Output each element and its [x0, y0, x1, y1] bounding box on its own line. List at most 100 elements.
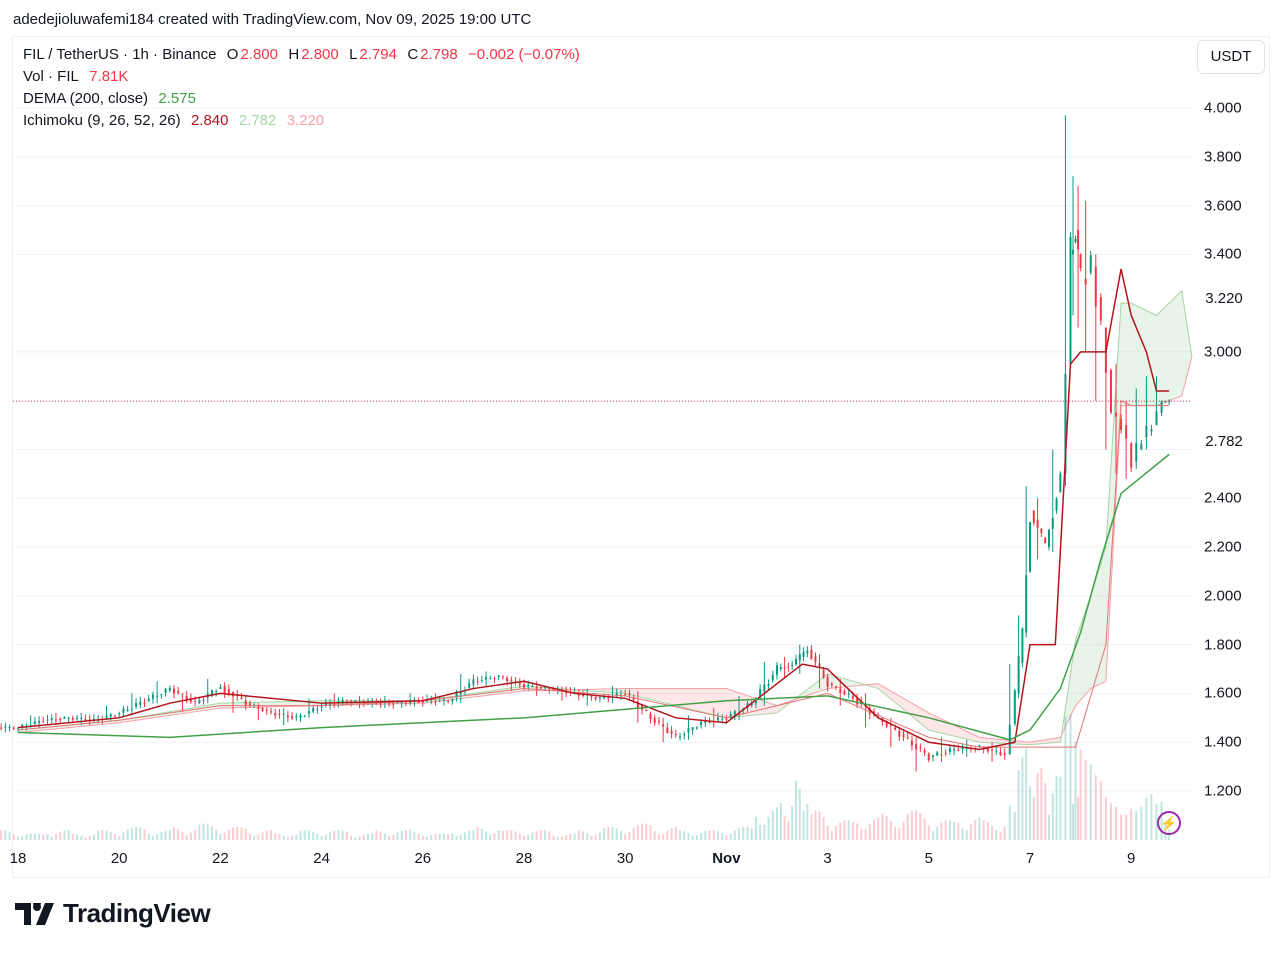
volume-bar	[615, 828, 618, 840]
ichimoku-cloud-segment	[1126, 303, 1132, 406]
symbol-legend[interactable]: FIL / TetherUS · 1h · Binance O 2.800 H 2.…	[23, 46, 582, 63]
ichimoku-cloud-segment	[903, 698, 909, 714]
volume-bar	[350, 835, 353, 840]
ichimoku-cloud-segment	[1141, 308, 1147, 406]
candle-body	[396, 702, 399, 704]
volume-bar	[459, 834, 462, 840]
candle-body	[687, 727, 690, 733]
ichimoku-cloud-segment	[696, 688, 702, 712]
candle-body	[130, 708, 133, 710]
volume-bar	[143, 829, 146, 840]
candle-body	[802, 651, 805, 657]
candle-body	[754, 700, 757, 704]
candle-body	[957, 749, 960, 751]
candle-body	[4, 726, 7, 728]
candle-body	[329, 703, 332, 705]
ichimoku-cloud-segment	[265, 701, 271, 707]
candle-body	[923, 750, 926, 753]
volume-bar	[940, 822, 943, 840]
candle-body	[63, 716, 66, 719]
ichimoku-legend[interactable]: Ichimoku (9, 26, 52, 26) 2.840 2.782 3.2…	[23, 112, 326, 129]
dema-legend[interactable]: DEMA (200, close) 2.575	[23, 90, 198, 107]
candle-body	[679, 736, 682, 738]
candle-body	[948, 748, 951, 752]
volume-bar	[806, 804, 809, 840]
candle-body	[451, 698, 454, 701]
volume-bar	[982, 820, 985, 840]
volume-legend[interactable]: Vol · FIL 7.81K	[23, 68, 130, 85]
candle-body	[721, 718, 724, 720]
candle-body	[1003, 753, 1006, 755]
ichimoku-cloud-segment	[984, 737, 990, 743]
candle-body	[518, 682, 521, 686]
y-tick-label: 1.200	[1204, 782, 1242, 800]
bar-countdown: 59:45	[1205, 410, 1243, 427]
volume-bar	[565, 835, 568, 840]
volume-bar	[291, 836, 294, 840]
tradingview-logo[interactable]: TradingView	[15, 898, 211, 929]
volume-bar	[729, 833, 732, 840]
candle-body	[223, 686, 226, 694]
ichimoku-cloud-segment	[1116, 303, 1122, 498]
y-tick-label: 3.600	[1204, 197, 1242, 215]
volume-bar	[961, 828, 964, 840]
candle-body	[219, 686, 222, 689]
candle-body	[375, 703, 378, 705]
volume-bar	[248, 833, 251, 840]
candle-body	[787, 666, 790, 668]
ichimoku-cloud-segment	[716, 688, 722, 717]
candle-body	[615, 693, 618, 696]
x-tick-label: 18	[9, 850, 27, 867]
volume-bar	[126, 829, 129, 840]
volume-bar	[776, 807, 778, 840]
candle-body	[320, 706, 323, 708]
candle-body	[1150, 429, 1153, 432]
x-tick-label: 3	[823, 850, 832, 867]
ichimoku-cloud-segment	[989, 738, 995, 743]
volume-bar	[674, 826, 677, 840]
candle-body	[798, 654, 801, 661]
candle-body	[628, 693, 631, 696]
volume-bar	[417, 833, 420, 840]
ichimoku-cloud-segment	[802, 689, 808, 698]
volume-bar	[965, 830, 968, 840]
lightning-icon[interactable]: ⚡	[1157, 811, 1181, 835]
candle-body	[835, 686, 838, 688]
volume-bar	[21, 836, 24, 840]
ichimoku-cloud-segment	[994, 738, 1000, 744]
candle-body	[603, 696, 606, 699]
volume-bar	[430, 835, 433, 840]
volume-bar	[185, 835, 188, 840]
volume-bar	[586, 833, 589, 840]
chart-frame	[12, 36, 1270, 878]
ichimoku-cloud-segment	[1166, 300, 1172, 402]
candle-body	[843, 690, 846, 695]
currency-button[interactable]: USDT	[1197, 40, 1265, 74]
volume-bar	[556, 837, 559, 840]
volume-bar	[636, 825, 639, 840]
candle-body	[261, 708, 264, 712]
volume-bar	[666, 830, 669, 840]
volume-bar	[426, 836, 429, 840]
candle-body	[248, 703, 251, 706]
volume-bar	[527, 835, 530, 840]
volume-bar	[927, 825, 930, 840]
ichimoku-cloud-segment	[888, 689, 894, 701]
candle-body	[982, 747, 985, 749]
ichimoku-cloud-segment	[1095, 563, 1101, 687]
volume-bar	[787, 820, 790, 840]
candle-body	[198, 700, 201, 704]
candle-body	[168, 687, 171, 691]
candle-body	[299, 715, 302, 718]
candle-body	[1125, 425, 1128, 439]
ichimoku-cloud-segment	[979, 737, 985, 743]
volume-bar	[779, 803, 782, 840]
ichimoku-cloud-segment	[943, 720, 950, 735]
volume-bar	[750, 828, 753, 840]
candle-body	[341, 700, 344, 703]
volume-bar	[1130, 808, 1133, 840]
volume-bar	[160, 832, 163, 840]
volume-bar	[986, 822, 989, 840]
volume-bar	[1017, 770, 1020, 840]
